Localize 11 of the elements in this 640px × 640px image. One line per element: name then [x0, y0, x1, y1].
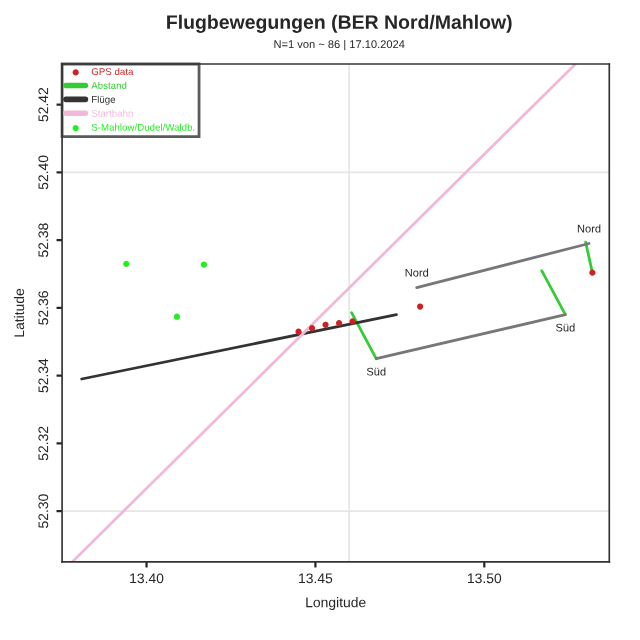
point	[335, 320, 343, 327]
point	[589, 269, 596, 276]
point	[349, 318, 356, 325]
point	[123, 260, 130, 267]
point	[322, 321, 329, 328]
chart-title: Flugbewegungen (BER Nord/Mahlow)	[167, 14, 512, 33]
point	[173, 313, 181, 320]
point	[308, 325, 316, 332]
point	[200, 261, 208, 268]
point	[417, 303, 424, 310]
point	[295, 328, 302, 335]
